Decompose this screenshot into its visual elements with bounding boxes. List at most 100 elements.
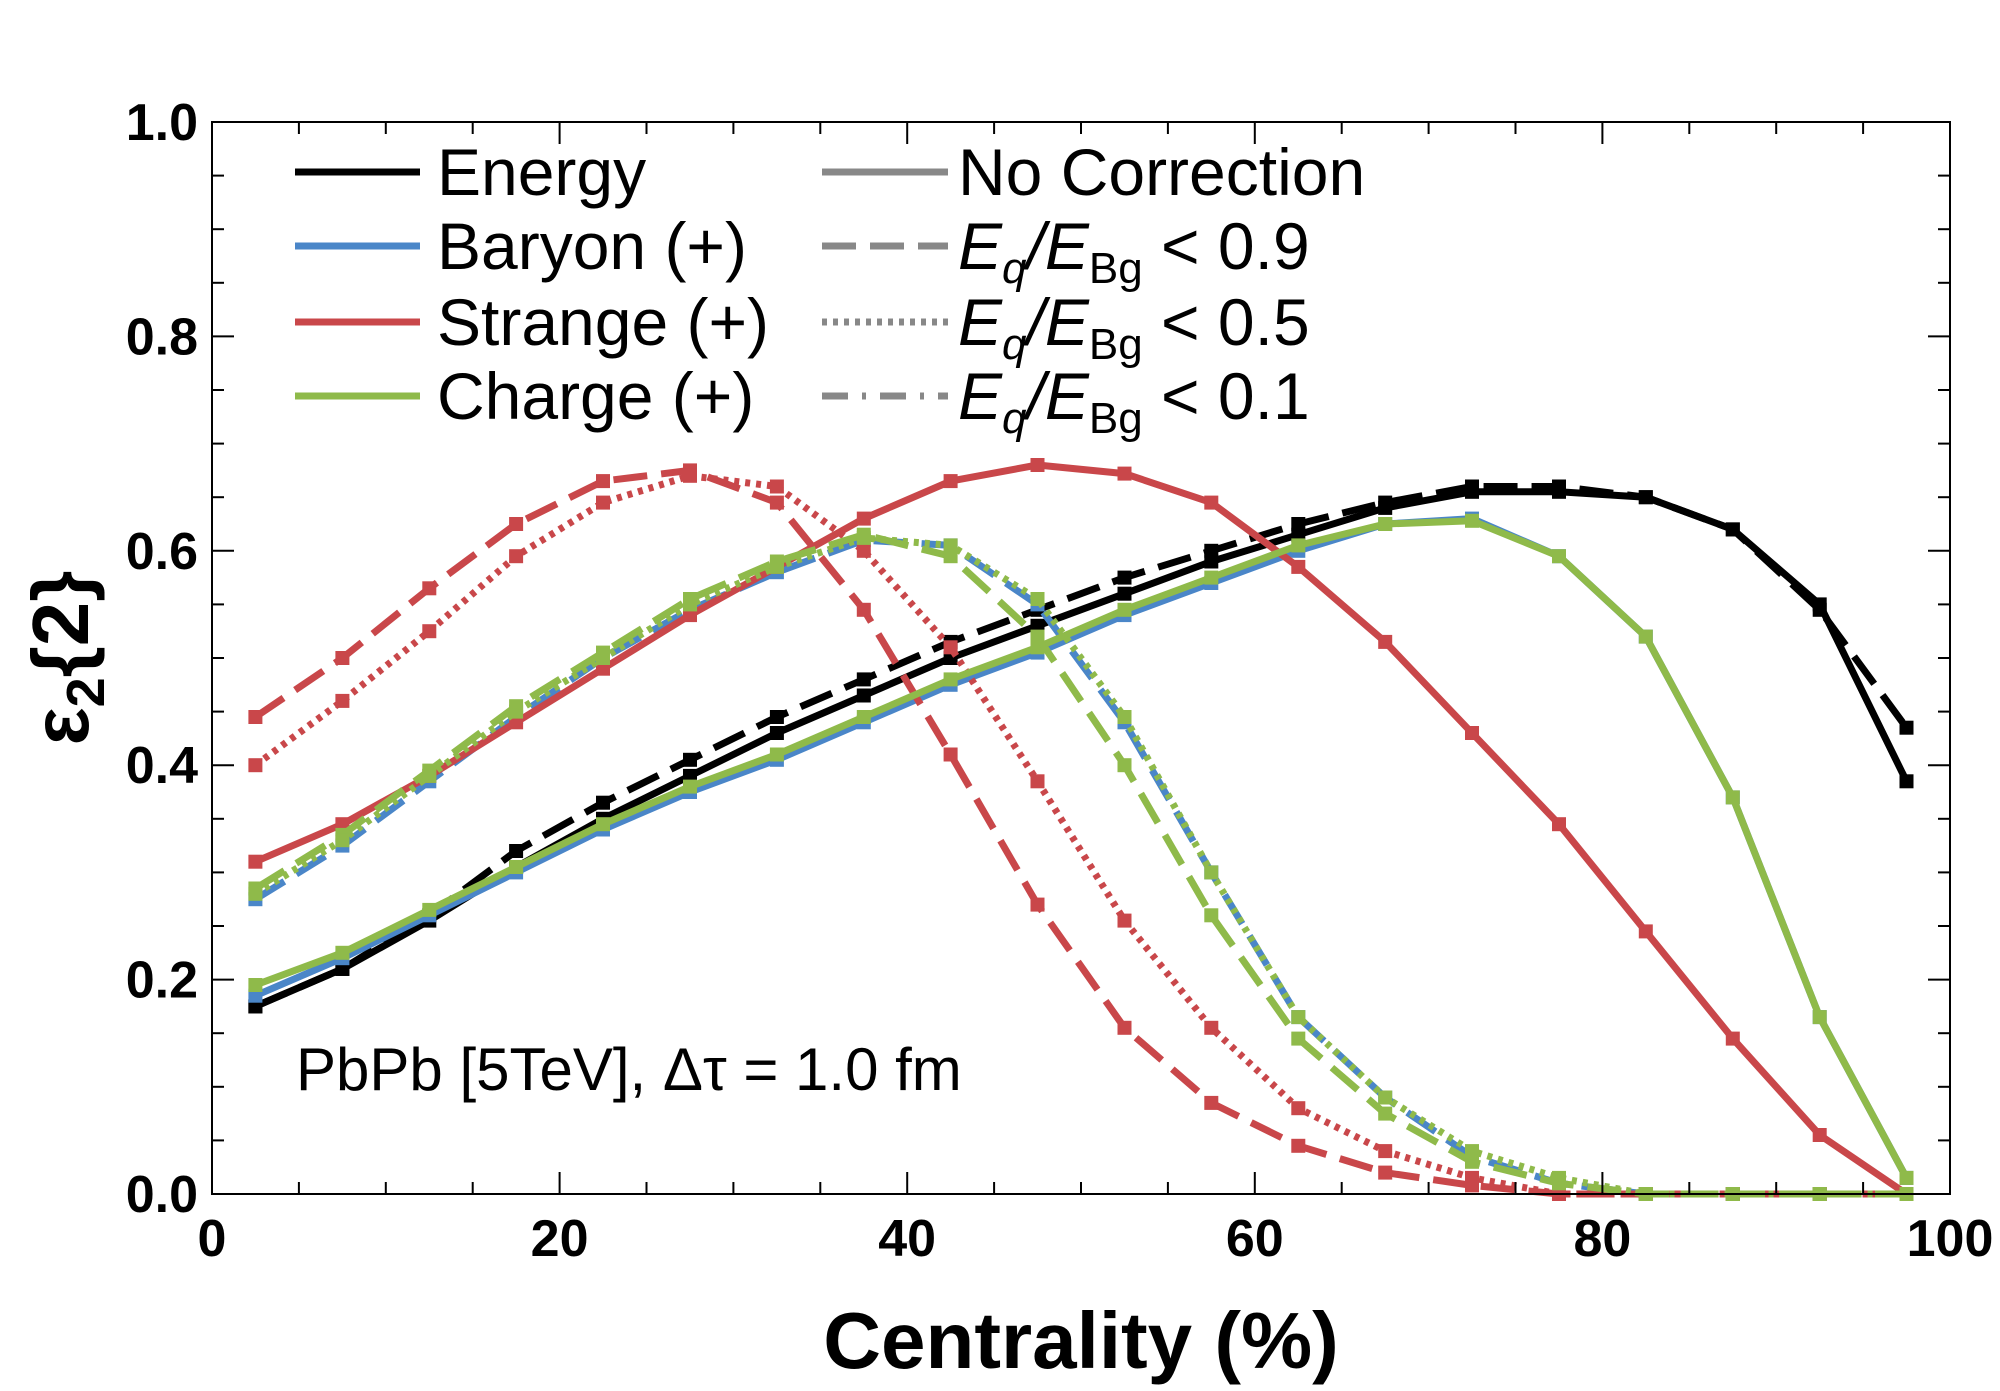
series-point-9-8 bbox=[943, 538, 958, 553]
series-point-8-9 bbox=[1030, 629, 1045, 644]
series-point-9-11 bbox=[1204, 865, 1219, 880]
series-point-5-8 bbox=[943, 747, 958, 762]
series-point-7-14 bbox=[1465, 513, 1479, 528]
legend-label-strange: Strange (+) bbox=[437, 285, 769, 359]
series-point-1-17 bbox=[1725, 522, 1740, 537]
legend-label-no-correction: No Correction bbox=[958, 135, 1365, 209]
series-point-4-12 bbox=[1291, 559, 1306, 574]
series-point-5-13 bbox=[1378, 1165, 1393, 1180]
series-point-0-7 bbox=[856, 688, 871, 703]
series-point-1-6 bbox=[769, 710, 784, 724]
series-point-6-3 bbox=[509, 549, 524, 564]
series-line-8 bbox=[253, 531, 1907, 1198]
series-point-4-15 bbox=[1552, 817, 1566, 832]
series-point-9-6 bbox=[769, 559, 784, 574]
series-point-8-10 bbox=[1117, 758, 1132, 773]
series-point-4-7 bbox=[856, 511, 871, 526]
legend-label-charge: Charge (+) bbox=[437, 359, 754, 433]
y-tick-label: 0.0 bbox=[126, 1166, 198, 1224]
series-point-9-10 bbox=[1117, 710, 1132, 724]
y-tick-label: 0.2 bbox=[126, 952, 198, 1010]
series-point-7-8 bbox=[943, 672, 958, 687]
series-point-9-13 bbox=[1378, 1090, 1393, 1105]
series-point-6-0 bbox=[248, 758, 263, 773]
series-point-8-11 bbox=[1204, 908, 1219, 923]
series-point-1-4 bbox=[596, 795, 610, 810]
x-axis-title: Centrality (%) bbox=[823, 1296, 1339, 1385]
axis-ticks bbox=[211, 121, 1951, 1195]
series-point-1-7 bbox=[856, 672, 871, 687]
series-point-0-5 bbox=[683, 768, 697, 783]
x-tick-label: 40 bbox=[878, 1210, 936, 1268]
series-point-8-13 bbox=[1378, 1106, 1393, 1121]
series-line-7 bbox=[254, 517, 1910, 1180]
series-point-0-11 bbox=[1204, 554, 1219, 569]
y-axis-title-rest: {2} bbox=[16, 571, 105, 678]
x-tick-label: 20 bbox=[531, 1210, 589, 1268]
series-point-6-4 bbox=[596, 495, 610, 510]
plot-series-group bbox=[248, 458, 1914, 1201]
series-point-5-10 bbox=[1117, 1020, 1132, 1035]
series-point-5-4 bbox=[596, 474, 610, 489]
series-point-0-6 bbox=[769, 726, 784, 740]
series-point-1-15 bbox=[1552, 479, 1566, 494]
series-point-7-13 bbox=[1378, 517, 1393, 531]
series-point-5-2 bbox=[422, 581, 437, 596]
legend-cut-05-e1: E bbox=[958, 285, 1003, 359]
series-point-4-11 bbox=[1204, 495, 1219, 510]
legend-cut-05-post: < 0.5 bbox=[1143, 285, 1310, 359]
series-point-1-5 bbox=[683, 752, 697, 767]
series-point-7-17 bbox=[1725, 790, 1740, 805]
series-point-6-13 bbox=[1378, 1144, 1393, 1159]
legend: Energy Baryon (+) Strange (+) Charge (+)… bbox=[295, 135, 1365, 443]
y-axis-title-sub: 2 bbox=[56, 677, 116, 707]
legend-cut-05-sub1: q bbox=[1002, 320, 1027, 369]
series-point-7-2 bbox=[422, 902, 437, 917]
legend-label-baryon: Baryon (+) bbox=[437, 209, 747, 283]
series-point-0-9 bbox=[1030, 618, 1045, 633]
series-point-1-19 bbox=[1899, 720, 1914, 735]
series-point-9-3 bbox=[509, 704, 524, 719]
series-point-9-2 bbox=[422, 768, 437, 783]
axis-tick-labels: 0 20 40 60 80 100 0.0 0.2 0.4 0.6 0.8 1.0 bbox=[126, 94, 1994, 1268]
x-tick-label: 60 bbox=[1226, 1210, 1284, 1268]
y-tick-label: 1.0 bbox=[126, 94, 198, 152]
series-point-6-6 bbox=[769, 479, 784, 494]
series-point-7-3 bbox=[509, 860, 524, 874]
plot-annotation: PbPb [5TeV], Δτ = 1.0 fm bbox=[296, 1036, 962, 1103]
series-point-1-14 bbox=[1465, 479, 1479, 494]
series-point-7-0 bbox=[248, 978, 263, 992]
legend-cut-01-post: < 0.1 bbox=[1143, 359, 1310, 433]
series-point-7-1 bbox=[335, 945, 350, 960]
series-point-4-13 bbox=[1378, 634, 1393, 649]
legend-cut-01-sub1: q bbox=[1002, 394, 1027, 443]
series-point-9-5 bbox=[683, 597, 697, 612]
series-point-1-12 bbox=[1291, 517, 1306, 531]
legend-cut-09-sub1: q bbox=[1002, 244, 1027, 293]
series-point-6-5 bbox=[683, 468, 697, 483]
series-point-4-3 bbox=[509, 715, 524, 730]
series-point-5-3 bbox=[509, 517, 524, 531]
series-point-9-1 bbox=[335, 833, 350, 848]
series-point-2-0 bbox=[248, 988, 263, 1003]
series-point-6-9 bbox=[1030, 774, 1045, 789]
series-point-0-10 bbox=[1117, 586, 1132, 601]
legend-cut-09-e1: E bbox=[958, 209, 1003, 283]
series-point-4-9 bbox=[1030, 458, 1045, 472]
series-point-4-4 bbox=[596, 661, 610, 676]
series-point-9-14 bbox=[1465, 1144, 1479, 1159]
series-point-8-12 bbox=[1291, 1031, 1306, 1046]
series-point-1-13 bbox=[1378, 495, 1393, 510]
series-line-4 bbox=[254, 461, 1909, 1197]
legend-cut-01-sub2: Bg bbox=[1089, 394, 1143, 443]
legend-cut-05-mid: /E bbox=[1023, 285, 1090, 359]
series-point-9-15 bbox=[1552, 1170, 1566, 1185]
series-point-4-16 bbox=[1638, 924, 1653, 939]
series-point-5-11 bbox=[1204, 1095, 1219, 1110]
series-point-7-4 bbox=[596, 817, 610, 832]
series-point-6-14 bbox=[1465, 1170, 1479, 1185]
series-point-6-7 bbox=[856, 543, 871, 558]
series-point-7-5 bbox=[683, 779, 697, 794]
series-point-6-11 bbox=[1204, 1020, 1219, 1035]
